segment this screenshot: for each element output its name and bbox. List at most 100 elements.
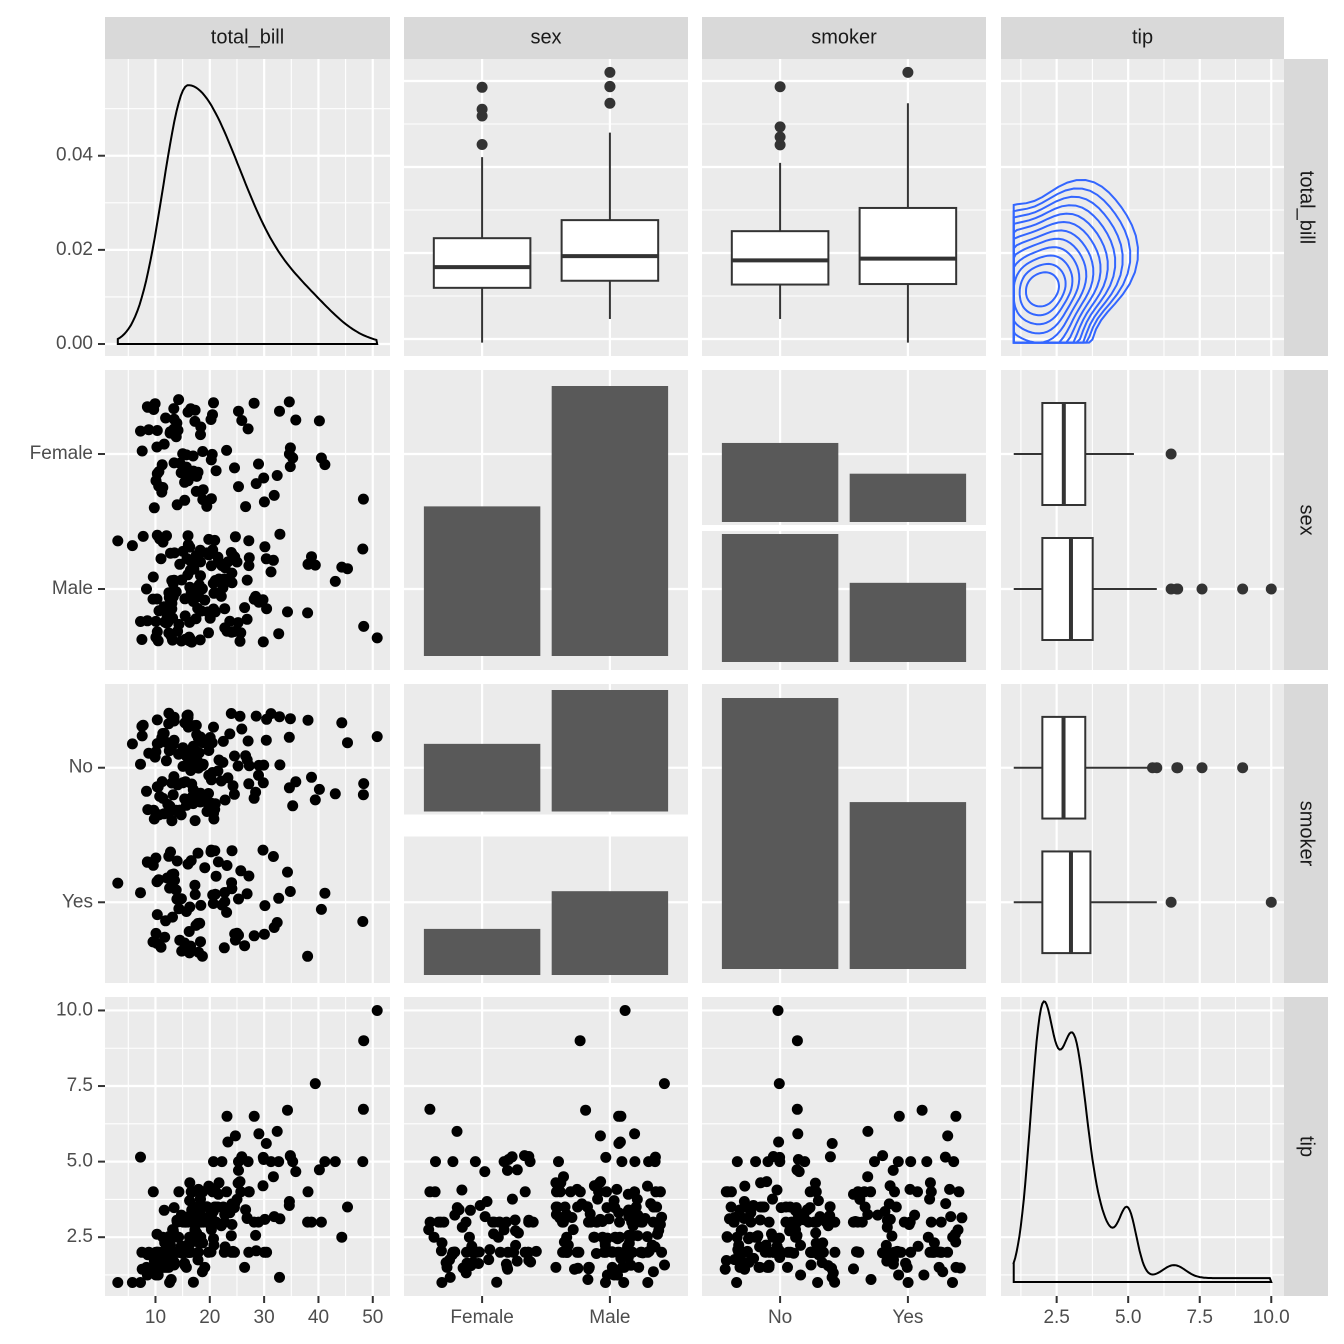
point	[893, 1269, 905, 1281]
column-strip-total_bill	[105, 17, 390, 59]
point	[498, 1224, 510, 1236]
point	[231, 927, 243, 939]
outlier-point	[1151, 762, 1163, 774]
point	[137, 719, 149, 731]
point	[236, 415, 248, 426]
point	[257, 844, 269, 856]
point	[194, 1201, 206, 1213]
point	[937, 1266, 949, 1278]
row-strip-label-sex: sex	[1296, 504, 1318, 535]
bar-yes-female	[423, 928, 541, 975]
point	[371, 632, 383, 644]
point	[137, 1263, 149, 1275]
point	[258, 496, 270, 508]
point	[731, 1277, 743, 1288]
point	[253, 759, 265, 771]
point	[136, 445, 148, 457]
point	[189, 879, 201, 891]
point	[248, 930, 260, 942]
point	[553, 1156, 564, 1168]
point	[862, 1171, 874, 1183]
point	[722, 1186, 734, 1198]
point	[126, 1277, 138, 1288]
point	[207, 409, 218, 421]
point	[158, 1204, 170, 1216]
point	[274, 1213, 286, 1225]
point	[642, 1277, 654, 1288]
point	[357, 1103, 369, 1115]
point	[720, 1255, 732, 1266]
x-tick-label: No	[768, 1307, 792, 1328]
point	[203, 788, 214, 799]
point	[484, 1244, 496, 1256]
point	[258, 1246, 270, 1258]
outlier-point	[476, 81, 488, 93]
point	[126, 540, 138, 552]
point	[749, 1231, 761, 1243]
point	[813, 1249, 825, 1261]
point	[928, 1237, 940, 1249]
panel-background	[105, 997, 390, 1296]
point	[259, 541, 271, 553]
point	[509, 1214, 521, 1226]
point	[205, 844, 217, 856]
point	[647, 1266, 659, 1278]
point	[829, 1246, 841, 1258]
point	[241, 888, 253, 900]
point	[456, 1184, 468, 1196]
point	[287, 800, 299, 812]
point	[561, 1246, 573, 1258]
point	[583, 1261, 595, 1273]
point	[772, 1005, 784, 1016]
point	[905, 1156, 917, 1168]
point	[161, 1240, 173, 1252]
point	[556, 1216, 568, 1228]
point	[789, 1204, 801, 1216]
point	[319, 1156, 331, 1168]
point	[248, 1216, 260, 1228]
boxplot	[1013, 537, 1277, 641]
outlier-point	[1172, 583, 1184, 595]
point	[935, 1246, 947, 1258]
point	[259, 1213, 271, 1225]
point	[261, 713, 273, 725]
point	[600, 1246, 612, 1258]
point	[168, 574, 180, 586]
point	[217, 756, 229, 768]
point	[895, 1246, 907, 1258]
point	[648, 1201, 659, 1213]
point	[893, 1110, 905, 1122]
point	[151, 425, 163, 436]
point	[588, 1231, 600, 1243]
point	[371, 731, 383, 743]
point	[192, 847, 204, 859]
point	[268, 922, 280, 933]
point	[918, 1269, 930, 1281]
point	[313, 1164, 325, 1176]
point	[227, 780, 239, 792]
point	[479, 1166, 491, 1178]
point	[506, 1193, 518, 1205]
point	[329, 575, 341, 587]
point	[283, 731, 295, 743]
point	[165, 846, 176, 858]
point	[912, 1240, 924, 1252]
point	[171, 893, 183, 905]
point	[161, 611, 173, 622]
point	[173, 394, 185, 406]
point	[185, 587, 197, 599]
point	[435, 1245, 447, 1257]
row-strip-label-smoker: smoker	[1296, 801, 1318, 867]
point	[357, 916, 369, 927]
point	[859, 1201, 871, 1213]
point	[189, 415, 201, 427]
point	[197, 1216, 209, 1228]
point	[600, 1277, 611, 1288]
column-strip-smoker	[702, 17, 986, 59]
point	[243, 1246, 255, 1258]
point	[581, 1201, 593, 1213]
point	[358, 778, 370, 790]
point	[192, 1254, 204, 1266]
outlier-point	[604, 80, 616, 92]
point	[273, 892, 285, 904]
